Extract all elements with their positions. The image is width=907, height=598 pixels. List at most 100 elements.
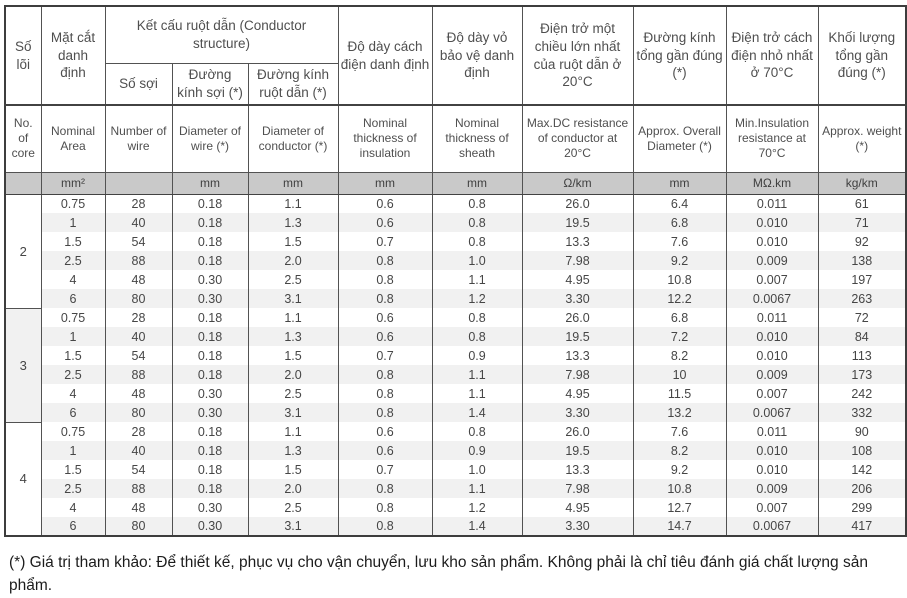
data-cell: 8.2	[632, 441, 727, 460]
data-cell: 0.011	[725, 422, 819, 441]
data-cell: 19.5	[521, 327, 634, 346]
data-cell: 92	[817, 232, 907, 251]
data-cell: 3.1	[247, 403, 339, 422]
cable-specification-table: Số lõi Mặt cắt danh định Kết cấu ruột dẫ…	[4, 5, 907, 537]
data-cell: 12.7	[632, 498, 727, 517]
data-cell: 0.0067	[725, 517, 819, 536]
data-cell: 19.5	[521, 213, 634, 232]
data-cell: 2.0	[247, 251, 339, 270]
data-cell: 0.010	[725, 327, 819, 346]
data-cell: 1	[40, 213, 106, 232]
data-cell: 10.8	[632, 479, 727, 498]
data-cell: 206	[817, 479, 907, 498]
header-weight-en: Approx. weight (*)	[817, 104, 907, 173]
table-row: 1.5 54 0.18 1.5 0.7 0.8 13.3 7.6 0.010 92	[5, 232, 907, 251]
data-cell: 0.6	[337, 194, 433, 213]
data-cell: 7.6	[632, 232, 727, 251]
header-row-english: No. of core Nominal Area Number of wire …	[4, 104, 907, 173]
table-row: 1 40 0.18 1.3 0.6 0.8 19.5 6.8 0.010 71	[5, 213, 907, 232]
data-cell: 0.007	[725, 384, 819, 403]
data-cell: 4.95	[521, 384, 634, 403]
data-cell: 1.0	[431, 460, 523, 479]
data-cell: 1	[40, 441, 106, 460]
data-cell: 2.5	[40, 479, 106, 498]
data-cell: 1.0	[431, 251, 523, 270]
data-cell: 72	[817, 308, 907, 327]
data-cell: 0.30	[171, 498, 249, 517]
data-cell: 0.0067	[725, 403, 819, 422]
data-cell: 8.2	[632, 346, 727, 365]
table-row: 1.5 54 0.18 1.5 0.7 0.9 13.3 8.2 0.010 113	[5, 346, 907, 365]
data-cell: 6.8	[632, 308, 727, 327]
data-cell: 2.0	[247, 479, 339, 498]
data-cell: 0.18	[171, 327, 249, 346]
unit-weight: kg/km	[817, 172, 907, 195]
data-cell: 88	[104, 479, 173, 498]
data-cell: 0.18	[171, 194, 249, 213]
data-cell: 84	[817, 327, 907, 346]
data-cell: 1.1	[247, 308, 339, 327]
core-count-cell: 3	[4, 307, 42, 422]
data-cell: 12.2	[632, 289, 727, 308]
data-cell: 10	[632, 365, 727, 384]
data-cell: 0.18	[171, 308, 249, 327]
header-overall-diameter-vi: Đường kính tổng gần đúng (*)	[632, 5, 727, 106]
header-wire-diameter-vi: Đường kính sợi (*)	[171, 62, 249, 106]
data-cell: 9.2	[632, 460, 727, 479]
data-cell: 40	[104, 327, 173, 346]
reference-footnote: (*) Giá trị tham khảo: Để thiết kế, phục…	[9, 554, 868, 595]
unit-area: mm²	[40, 172, 106, 195]
data-cell: 0.6	[337, 422, 433, 441]
data-cell: 0.7	[337, 460, 433, 479]
data-cell: 1.4	[431, 403, 523, 422]
data-cell: 6.8	[632, 213, 727, 232]
data-cell: 4	[40, 270, 106, 289]
data-cell: 1.1	[431, 479, 523, 498]
data-cell: 28	[104, 308, 173, 327]
header-insulation-resistance-en: Min.Insulation resistance at 70°C	[725, 104, 819, 173]
data-cell: 0.8	[337, 498, 433, 517]
data-cell: 0.0067	[725, 289, 819, 308]
data-cell: 0.18	[171, 346, 249, 365]
data-cell: 48	[104, 270, 173, 289]
data-cell: 0.18	[171, 422, 249, 441]
data-cell: 13.3	[521, 460, 634, 479]
header-wires-vi: Số sợi	[104, 62, 173, 106]
unit-sheath: mm	[431, 172, 523, 195]
data-cell: 332	[817, 403, 907, 422]
data-cell: 0.30	[171, 403, 249, 422]
data-cell: 1.1	[431, 270, 523, 289]
data-cell: 0.8	[337, 365, 433, 384]
table-row: 3 0.75 28 0.18 1.1 0.6 0.8 26.0 6.8 0.011 72	[4, 307, 907, 422]
data-cell: 0.011	[725, 194, 819, 213]
data-cell: 90	[817, 422, 907, 441]
data-cell: 61	[817, 194, 907, 213]
data-cell: 54	[104, 232, 173, 251]
header-overall-diameter-en: Approx. Overall Diameter (*)	[632, 104, 727, 173]
data-cell: 0.009	[725, 251, 819, 270]
header-row-conductor-sub: Số sợi Đường kính sợi (*) Đường kính ruộ…	[5, 62, 906, 106]
unit-wires	[104, 172, 173, 195]
data-cell: 0.75	[40, 308, 106, 327]
data-cell: 1.3	[247, 441, 339, 460]
header-row-vietnamese: Số lõi Mặt cắt danh định Kết cấu ruột dẫ…	[4, 5, 907, 106]
data-cell: 3.1	[247, 517, 339, 536]
header-wires-en: Number of wire	[104, 104, 173, 173]
header-dc-resistance-en: Max.DC resistance of conductor at 20°C	[521, 104, 634, 173]
data-cell: 2.5	[247, 270, 339, 289]
data-cell: 1.4	[431, 517, 523, 536]
data-cell: 19.5	[521, 441, 634, 460]
data-cell: 0.007	[725, 270, 819, 289]
header-core-vi: Số lõi	[4, 5, 42, 106]
data-cell: 54	[104, 346, 173, 365]
data-cell: 0.18	[171, 479, 249, 498]
units-row: mm² mm mm mm mm Ω/km mm MΩ.km kg/km	[4, 172, 907, 195]
data-cell: 1.5	[40, 346, 106, 365]
header-dc-resistance-vi: Điện trở một chiều lớn nhất của ruột dẫn…	[521, 5, 634, 106]
data-cell: 0.9	[431, 346, 523, 365]
table-row: 6 80 0.30 3.1 0.8 1.4 3.30 13.2 0.0067 332	[5, 403, 907, 422]
data-cell: 7.98	[521, 251, 634, 270]
data-cell: 0.8	[431, 232, 523, 251]
header-conductor-structure-group: Kết cấu ruột dẫn (Conductor structure)	[104, 5, 339, 64]
data-cell: 0.009	[725, 479, 819, 498]
